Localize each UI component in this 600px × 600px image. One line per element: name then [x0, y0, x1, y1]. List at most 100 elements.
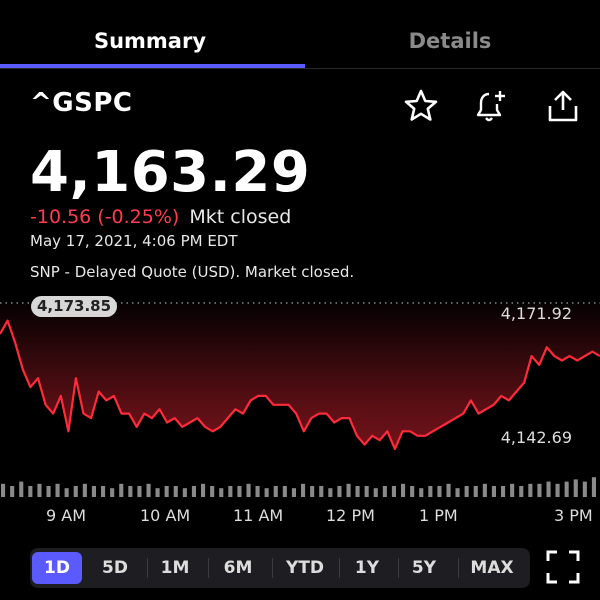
- volume-bar: [482, 483, 487, 497]
- volume-bar: [91, 486, 96, 497]
- tab-summary[interactable]: Summary: [93, 29, 207, 53]
- bell-plus-icon[interactable]: [473, 88, 509, 124]
- volume-bar: [119, 483, 124, 497]
- volume-bar: [510, 483, 515, 497]
- volume-bar: [201, 483, 206, 497]
- time-label: 1 PM: [419, 506, 458, 525]
- time-label: 11 AM: [233, 506, 284, 525]
- volume-bar: [410, 486, 415, 497]
- range-ytd[interactable]: YTD: [285, 558, 325, 578]
- price-area: [0, 303, 600, 449]
- volume-bar: [1, 483, 6, 497]
- volume-bar: [191, 486, 196, 497]
- price-line: [0, 319, 600, 451]
- range-selector: 1D 5D 1M 6M YTD 1Y 5Y MAX: [30, 548, 530, 588]
- volume-bar: [355, 486, 360, 497]
- volume-bar: [164, 486, 169, 497]
- volume-bar: [128, 486, 133, 497]
- volume-bar: [337, 486, 342, 497]
- volume-bar: [137, 486, 142, 497]
- volume-bar: [73, 486, 78, 497]
- volume-bar: [382, 486, 387, 497]
- previous-close-badge: 4,173.85: [31, 296, 118, 317]
- volume-bar: [555, 483, 560, 497]
- volume-bar: [246, 483, 251, 497]
- volume-bar: [564, 481, 569, 497]
- active-tab-indicator: [0, 64, 305, 68]
- time-label: 12 PM: [326, 506, 375, 525]
- range-1m[interactable]: 1M: [160, 558, 190, 578]
- volume-bar: [528, 483, 533, 497]
- volume-bar: [237, 486, 242, 497]
- volume-bar: [210, 486, 215, 497]
- volume-bar: [301, 483, 306, 497]
- volume-bar: [373, 488, 378, 497]
- volume-bar: [173, 486, 178, 497]
- volume-bar: [10, 486, 15, 497]
- volume-bar: [428, 486, 433, 497]
- market-status: Mkt closed: [189, 206, 292, 228]
- tab-details[interactable]: Details: [408, 29, 492, 53]
- volume-bar: [446, 483, 451, 497]
- volume-bar: [310, 486, 315, 497]
- volume-bar: [219, 488, 224, 497]
- share-icon[interactable]: [545, 88, 581, 124]
- change-line: -10.56 (-0.25%) Mkt closed: [30, 206, 291, 228]
- volume-bar: [228, 486, 233, 497]
- range-max[interactable]: MAX: [470, 558, 514, 578]
- volume-bar: [82, 483, 87, 497]
- volume-bar: [255, 486, 260, 497]
- range-5y[interactable]: 5Y: [411, 558, 437, 578]
- volume-bar: [28, 486, 33, 497]
- volume-bar: [37, 483, 42, 497]
- time-label: 3 PM: [554, 506, 593, 525]
- ticker-symbol: ^GSPC: [30, 88, 133, 118]
- volume-bar: [264, 488, 269, 497]
- volume-bar: [582, 481, 587, 497]
- volume-bar: [537, 483, 542, 497]
- current-price: 4,163.29: [30, 140, 311, 205]
- price-change: -10.56 (-0.25%): [30, 206, 180, 228]
- volume-bars: [1, 477, 596, 497]
- volume-bar: [182, 488, 187, 497]
- volume-bar: [401, 483, 406, 497]
- quote-datetime: May 17, 2021, 4:06 PM EDT: [30, 232, 238, 250]
- volume-bar: [282, 486, 287, 497]
- range-6m[interactable]: 6M: [223, 558, 253, 578]
- intraday-chart[interactable]: [0, 290, 600, 500]
- volume-bar: [319, 486, 324, 497]
- tab-bar: Summary Details: [0, 0, 600, 69]
- quote-source-note: SNP - Delayed Quote (USD). Market closed…: [30, 263, 355, 281]
- chart-low-label: 4,142.69: [500, 428, 572, 447]
- volume-bar: [519, 486, 524, 497]
- fullscreen-icon[interactable]: [546, 550, 580, 584]
- volume-bar: [346, 483, 351, 497]
- time-label: 10 AM: [140, 506, 191, 525]
- star-icon[interactable]: [403, 88, 439, 124]
- volume-bar: [64, 488, 69, 497]
- volume-bar: [501, 486, 506, 497]
- volume-bar: [419, 488, 424, 497]
- chart-high-label: 4,171.92: [500, 304, 572, 323]
- range-5d[interactable]: 5D: [102, 558, 128, 578]
- volume-bar: [573, 479, 578, 497]
- time-label: 9 AM: [46, 506, 87, 525]
- volume-bar: [591, 477, 596, 497]
- volume-bar: [364, 486, 369, 497]
- volume-bar: [19, 481, 24, 497]
- volume-bar: [391, 486, 396, 497]
- volume-bar: [155, 488, 160, 497]
- volume-bar: [473, 486, 478, 497]
- volume-bar: [491, 486, 496, 497]
- volume-bar: [110, 488, 115, 497]
- volume-bar: [328, 488, 333, 497]
- volume-bar: [291, 488, 296, 497]
- range-1y[interactable]: 1Y: [354, 558, 380, 578]
- volume-bar: [455, 488, 460, 497]
- range-1d[interactable]: 1D: [32, 552, 82, 584]
- volume-bar: [55, 483, 60, 497]
- volume-bar: [546, 481, 551, 497]
- volume-bar: [46, 486, 51, 497]
- volume-bar: [437, 486, 442, 497]
- volume-bar: [101, 486, 106, 497]
